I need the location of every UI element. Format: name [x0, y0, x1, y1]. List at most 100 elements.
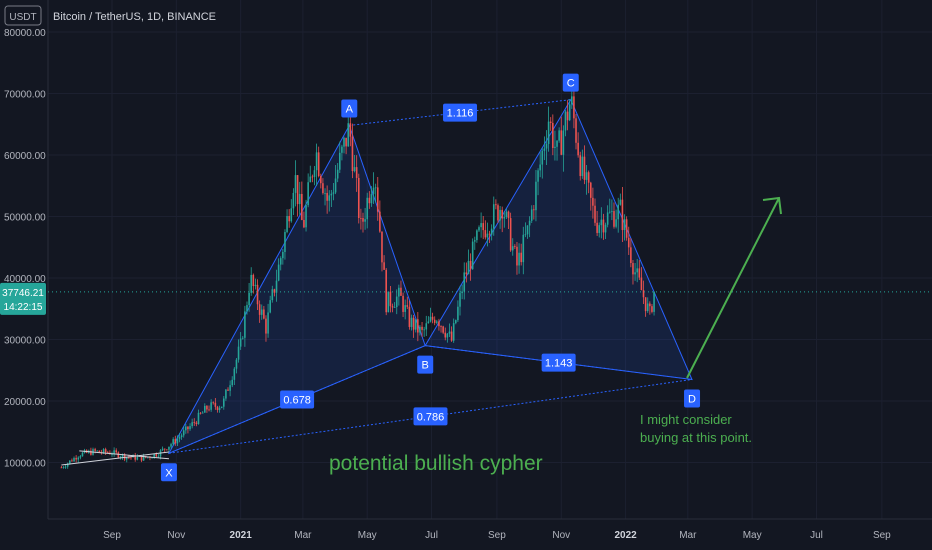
candle-body — [596, 222, 598, 233]
ratio-label[interactable]: 1.116 — [447, 108, 474, 120]
candle-body — [482, 223, 485, 231]
candle-body — [471, 241, 474, 270]
cypher-pattern[interactable] — [167, 98, 693, 455]
candle-body — [402, 295, 404, 312]
ratio-label[interactable]: 1.143 — [545, 358, 573, 370]
time-tick-label: Mar — [679, 530, 697, 541]
candle-body — [225, 389, 227, 399]
candle-body — [547, 121, 550, 144]
ratio-label[interactable]: 0.678 — [283, 394, 311, 406]
candle-body — [514, 246, 516, 247]
candle-body — [465, 272, 468, 275]
buy-note-line-1[interactable]: I might consider — [640, 412, 732, 427]
candle-body — [267, 312, 269, 334]
candle-body — [301, 193, 303, 220]
ratio-line-b-d[interactable] — [425, 345, 693, 380]
candle-body — [362, 218, 364, 222]
candle-body — [233, 368, 236, 380]
candle-body — [408, 306, 411, 327]
candle-body — [155, 453, 158, 457]
candle-body — [552, 122, 554, 148]
point-label-bg-a[interactable] — [341, 99, 358, 118]
candle-body — [269, 300, 271, 313]
point-label-bg-b[interactable] — [417, 355, 434, 374]
candle-body — [123, 454, 126, 460]
time-axis: Sep Nov 2021 Mar May Jul Sep Nov 2022 Mar May Jul Se… — [103, 530, 891, 541]
buy-note-line-2[interactable]: buying at this point. — [640, 430, 752, 445]
pattern-labels[interactable]: X A B C D 1.116 0.678 1.143 0.786 — [160, 73, 701, 482]
candle-body — [406, 305, 409, 307]
ratio-label[interactable]: 0.786 — [417, 411, 445, 423]
candle-body — [642, 290, 645, 298]
point-label-x[interactable]: X — [165, 467, 173, 479]
candle-body — [104, 449, 107, 453]
candle-body — [252, 274, 255, 287]
candle-body — [79, 456, 82, 458]
ratio-label-bg[interactable] — [413, 407, 448, 426]
candle-body — [244, 311, 246, 338]
point-label-bg-x[interactable] — [160, 463, 177, 482]
candle-body — [556, 140, 558, 147]
candle-body — [606, 212, 609, 225]
candle-body — [530, 209, 533, 221]
point-label-bg-d[interactable] — [684, 389, 701, 408]
candle-body — [461, 291, 463, 294]
candle-body — [199, 412, 202, 414]
time-tick-label: 2021 — [230, 530, 253, 541]
candle-body — [613, 211, 615, 227]
candle-body — [292, 192, 295, 209]
ratio-label-bg[interactable] — [443, 103, 478, 122]
candle-body — [562, 130, 565, 155]
candle-body — [490, 228, 493, 235]
candle-body — [294, 175, 297, 193]
candle-body — [535, 181, 537, 211]
point-label-b[interactable]: B — [422, 360, 429, 372]
candle-body — [454, 320, 457, 324]
candle-body — [271, 289, 274, 301]
point-label-d[interactable]: D — [688, 393, 696, 405]
candle-body — [520, 252, 522, 263]
candle-body — [638, 268, 641, 278]
point-label-a[interactable]: A — [346, 103, 354, 115]
candle-body — [258, 304, 261, 315]
candle-body — [421, 326, 423, 330]
candle-body — [509, 218, 512, 251]
ratio-label-bg[interactable] — [280, 390, 315, 409]
candle-body — [431, 316, 434, 320]
candle-body — [113, 450, 115, 455]
candle-body — [410, 317, 413, 327]
candle-body — [417, 319, 419, 333]
candle-body — [275, 280, 278, 293]
candle-body — [389, 291, 392, 307]
candle-body — [98, 450, 101, 453]
point-label-bg-c[interactable] — [562, 73, 579, 92]
candle-body — [636, 268, 638, 273]
candle-body — [216, 406, 219, 410]
ratio-line-a-c[interactable] — [349, 99, 571, 126]
candle-body — [625, 219, 628, 238]
ratio-label-bg[interactable] — [541, 353, 576, 372]
candle-body — [357, 177, 360, 219]
candle-body — [395, 296, 398, 308]
candle-body — [463, 272, 466, 292]
bullish-forecast-arrow[interactable] — [686, 196, 782, 379]
candle-body — [581, 156, 584, 177]
point-label-c[interactable]: C — [567, 78, 575, 90]
symbol-title[interactable]: Bitcoin / TetherUS, 1D, BINANCE — [53, 11, 216, 23]
candle-body — [492, 204, 495, 229]
candle-body — [140, 455, 143, 461]
currency-badge[interactable] — [4, 5, 42, 26]
candle-body — [195, 422, 198, 425]
candle-body — [604, 224, 607, 233]
candle-body — [526, 225, 529, 235]
price-tick-label: 50000.00 — [4, 213, 46, 224]
pattern-name-note[interactable]: potential bullish cypher — [329, 452, 543, 475]
time-tick-label: Jul — [810, 530, 823, 541]
candle-body — [404, 305, 406, 312]
candle-body — [429, 316, 432, 322]
candle-body — [575, 118, 577, 143]
candle-body — [608, 211, 611, 213]
candle-body — [376, 187, 379, 212]
candle-body — [427, 321, 430, 324]
